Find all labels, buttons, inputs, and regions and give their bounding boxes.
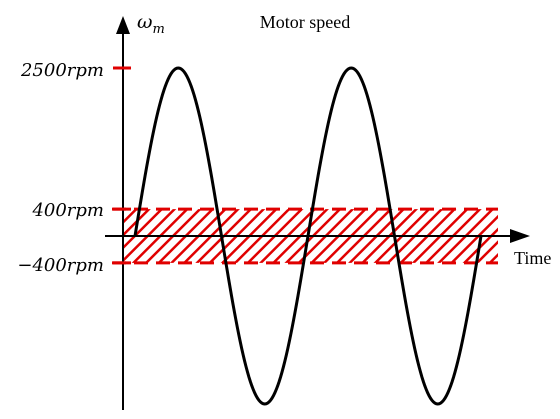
ytick-label-2500: 2500rpm [20, 60, 104, 81]
x-axis-arrowhead [510, 229, 530, 243]
x-axis-label: Time [514, 248, 551, 268]
ytick-label-400: 400rpm [31, 200, 104, 221]
ytick-label-neg400: −400rpm [17, 255, 104, 276]
y-axis-label: ωm [137, 11, 165, 37]
y-axis-arrowhead [116, 16, 130, 34]
chart-title: Motor speed [260, 12, 350, 32]
motor-speed-series-line [133, 66, 483, 406]
